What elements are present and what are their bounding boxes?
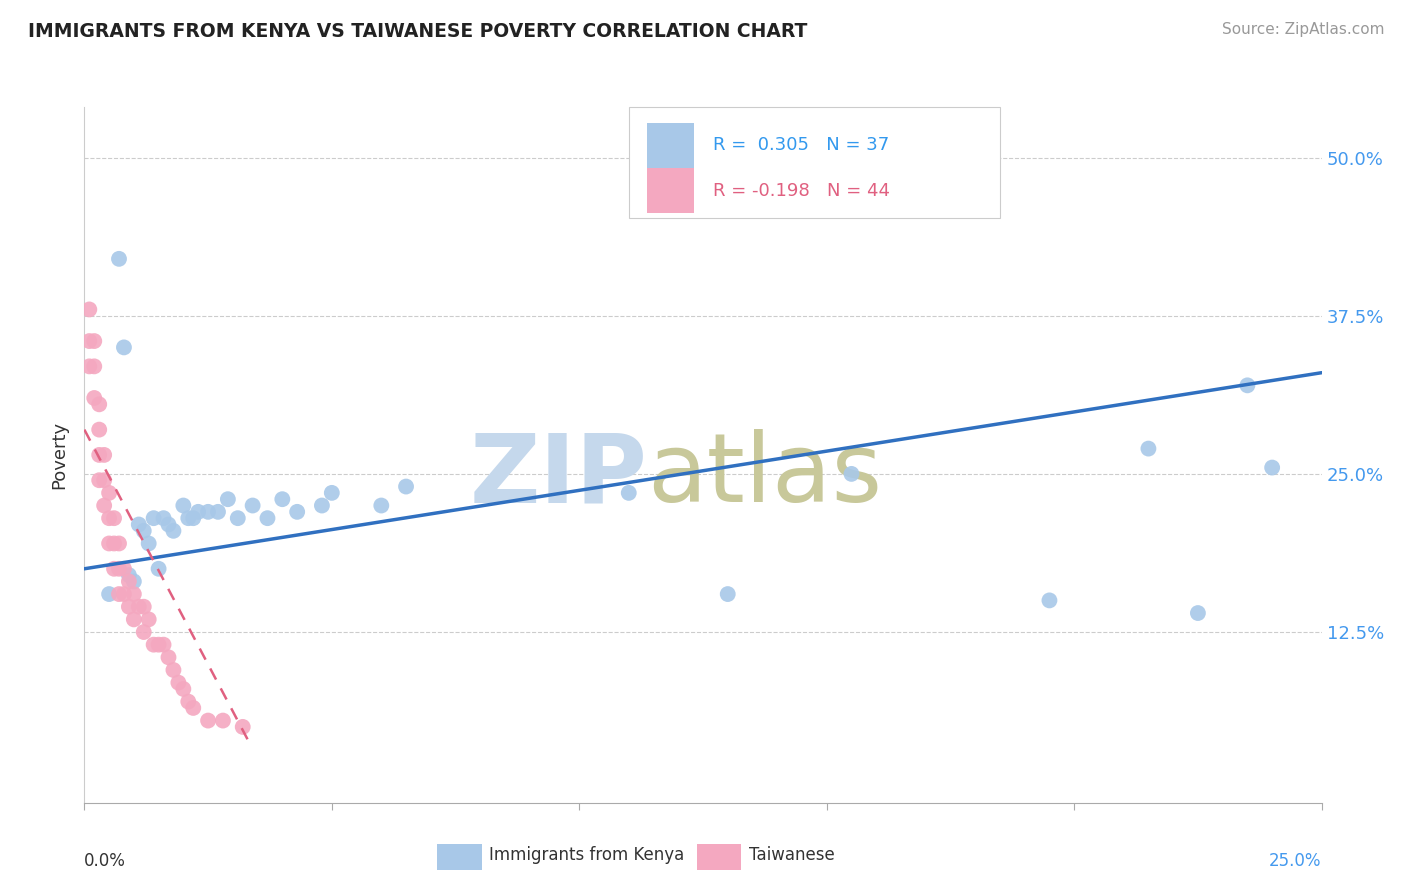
Point xyxy=(79,334,101,348)
Point xyxy=(79,359,101,374)
Point xyxy=(167,675,190,690)
Point xyxy=(79,302,101,317)
Point xyxy=(128,599,150,614)
Point xyxy=(232,720,254,734)
Point xyxy=(148,562,170,576)
Point xyxy=(181,701,204,715)
Point xyxy=(89,423,111,437)
Point xyxy=(98,536,121,550)
Point xyxy=(112,340,135,354)
Y-axis label: Poverty: Poverty xyxy=(51,421,69,489)
Point xyxy=(89,473,111,487)
Point xyxy=(226,511,249,525)
Point xyxy=(93,448,115,462)
Point xyxy=(177,511,200,525)
Point xyxy=(172,681,194,696)
Point xyxy=(98,486,121,500)
Point xyxy=(162,524,184,538)
Text: R =  0.305   N = 37: R = 0.305 N = 37 xyxy=(713,136,889,154)
FancyBboxPatch shape xyxy=(697,844,741,871)
Text: 0.0%: 0.0% xyxy=(84,852,127,870)
Point xyxy=(207,505,229,519)
Point xyxy=(83,334,105,348)
Text: Source: ZipAtlas.com: Source: ZipAtlas.com xyxy=(1222,22,1385,37)
FancyBboxPatch shape xyxy=(437,844,481,871)
Point xyxy=(122,574,145,589)
Point xyxy=(83,359,105,374)
Point xyxy=(187,505,209,519)
Point xyxy=(122,612,145,626)
Point xyxy=(197,505,219,519)
Text: atlas: atlas xyxy=(647,429,883,523)
Point xyxy=(118,568,141,582)
Point xyxy=(108,587,131,601)
Point xyxy=(152,511,174,525)
Point xyxy=(108,252,131,266)
Point xyxy=(162,663,184,677)
Point xyxy=(172,499,194,513)
Point xyxy=(142,638,165,652)
Text: 25.0%: 25.0% xyxy=(1270,852,1322,870)
Point xyxy=(142,511,165,525)
Point xyxy=(112,562,135,576)
Point xyxy=(321,486,343,500)
Point xyxy=(89,397,111,411)
Point xyxy=(138,612,160,626)
Point xyxy=(103,562,125,576)
FancyBboxPatch shape xyxy=(647,123,695,168)
Point xyxy=(311,499,333,513)
Point xyxy=(1236,378,1258,392)
Point xyxy=(1187,606,1209,620)
Point xyxy=(1038,593,1060,607)
Text: IMMIGRANTS FROM KENYA VS TAIWANESE POVERTY CORRELATION CHART: IMMIGRANTS FROM KENYA VS TAIWANESE POVER… xyxy=(28,22,807,41)
Text: Taiwanese: Taiwanese xyxy=(749,846,835,864)
Point xyxy=(108,562,131,576)
Point xyxy=(83,391,105,405)
Point xyxy=(128,517,150,532)
Point xyxy=(138,536,160,550)
Point xyxy=(841,467,863,481)
Point xyxy=(370,499,392,513)
Point xyxy=(395,479,418,493)
Point xyxy=(1137,442,1160,456)
Point xyxy=(93,499,115,513)
Point xyxy=(157,650,180,665)
Point xyxy=(118,599,141,614)
Point xyxy=(242,499,264,513)
Point xyxy=(148,638,170,652)
Point xyxy=(217,492,239,507)
Text: ZIP: ZIP xyxy=(470,429,647,523)
Point xyxy=(152,638,174,652)
Point xyxy=(197,714,219,728)
Point xyxy=(157,517,180,532)
Point xyxy=(256,511,278,525)
Point xyxy=(1261,460,1284,475)
Point xyxy=(132,599,155,614)
Point xyxy=(271,492,294,507)
Point xyxy=(132,524,155,538)
Point xyxy=(177,695,200,709)
Text: Immigrants from Kenya: Immigrants from Kenya xyxy=(489,846,685,864)
Point xyxy=(108,536,131,550)
FancyBboxPatch shape xyxy=(647,168,695,213)
Point xyxy=(132,625,155,640)
Point xyxy=(93,473,115,487)
Point xyxy=(112,587,135,601)
Point xyxy=(89,448,111,462)
Point xyxy=(285,505,308,519)
Point xyxy=(181,511,204,525)
FancyBboxPatch shape xyxy=(628,107,1000,219)
Point xyxy=(717,587,740,601)
Point xyxy=(98,587,121,601)
Point xyxy=(122,587,145,601)
Point xyxy=(212,714,235,728)
Point xyxy=(103,511,125,525)
Point xyxy=(118,574,141,589)
Point xyxy=(98,511,121,525)
Point xyxy=(617,486,640,500)
Point xyxy=(103,536,125,550)
Text: R = -0.198   N = 44: R = -0.198 N = 44 xyxy=(713,182,890,200)
